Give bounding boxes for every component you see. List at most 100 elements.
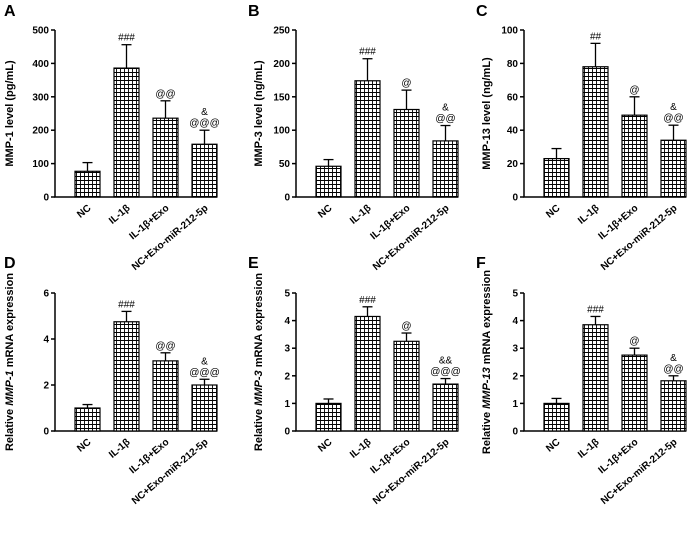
y-tick-label: 200 bbox=[273, 59, 290, 70]
bar bbox=[152, 117, 179, 198]
y-tick-label: 250 bbox=[273, 26, 290, 37]
x-category-label: NC+Exo-miR-212-5p bbox=[371, 203, 452, 273]
bar bbox=[582, 324, 609, 432]
y-axis-label-gene: MMP-3 bbox=[253, 370, 265, 405]
y-tick-label: 2 bbox=[512, 371, 518, 382]
y-tick-label: 0 bbox=[284, 427, 290, 438]
y-tick-label: 40 bbox=[507, 126, 519, 137]
chart-panel-a: A 0 100 200 300 400 500 MMP-1 level (pg/mL) NC ##… bbox=[4, 3, 220, 273]
significance-label: ### bbox=[359, 295, 376, 306]
bar bbox=[354, 315, 381, 432]
y-tick-label: 4 bbox=[43, 335, 49, 346]
y-tick-label: 3 bbox=[284, 344, 290, 355]
bar bbox=[354, 80, 381, 198]
bar bbox=[393, 340, 420, 432]
y-tick-label: 4 bbox=[512, 316, 518, 327]
x-category-label: NC bbox=[75, 203, 93, 221]
significance-label: @@ bbox=[663, 364, 683, 375]
y-axis-label: MMP-1 level (pg/mL) bbox=[4, 60, 16, 167]
y-tick-label: 3 bbox=[512, 344, 518, 355]
bar bbox=[74, 170, 101, 198]
x-category-label: IL-1β bbox=[348, 437, 373, 461]
panel-letter: C bbox=[476, 3, 488, 20]
significance-label: & bbox=[201, 107, 208, 118]
y-axis-label-prefix: Relative bbox=[481, 409, 493, 454]
significance-label: @@ bbox=[155, 341, 175, 352]
y-tick-label: 4 bbox=[284, 316, 290, 327]
y-axis-label-gene: MMP-13 bbox=[481, 367, 493, 409]
y-tick-label: 200 bbox=[32, 126, 49, 137]
significance-label: @@@ bbox=[430, 367, 460, 378]
y-tick-label: 60 bbox=[507, 92, 519, 103]
panel-letter: B bbox=[248, 3, 260, 20]
chart-panel-d: D 0 2 4 6 Relative MMP-1 mRNA expression NC ###… bbox=[4, 255, 220, 507]
x-category-label: NC bbox=[316, 203, 334, 221]
y-axis-label-suffix: mRNA expression bbox=[4, 273, 16, 371]
bar bbox=[543, 402, 570, 432]
y-axis-label-prefix: Relative bbox=[253, 406, 265, 451]
y-tick-label: 100 bbox=[32, 159, 49, 170]
x-category-label: NC bbox=[75, 437, 93, 455]
y-tick-label: 1 bbox=[512, 399, 518, 410]
bar bbox=[191, 384, 218, 432]
bar bbox=[191, 143, 218, 198]
x-category-label: NC+Exo-miR-212-5p bbox=[130, 437, 211, 507]
significance-label: ## bbox=[590, 31, 602, 42]
significance-label: & bbox=[670, 353, 677, 364]
bar bbox=[113, 67, 140, 198]
chart-panel-e: E 0 1 2 3 4 5 Relative MMP-3 mRNA expression NC #… bbox=[248, 255, 461, 507]
significance-label: & bbox=[670, 102, 677, 113]
y-tick-label: 2 bbox=[43, 381, 49, 392]
x-category-label: IL-1β bbox=[348, 203, 373, 227]
y-axis-label: Relative MMP-3 mRNA expression bbox=[253, 273, 265, 451]
x-category-label: NC bbox=[316, 437, 334, 455]
bar bbox=[74, 407, 101, 432]
significance-label: & bbox=[442, 103, 449, 114]
significance-label: @@ bbox=[663, 113, 683, 124]
y-axis-label-suffix: mRNA expression bbox=[481, 270, 493, 368]
y-axis-label-suffix: mRNA expression bbox=[253, 273, 265, 371]
bar bbox=[393, 108, 420, 198]
y-tick-label: 80 bbox=[507, 59, 519, 70]
y-tick-label: 20 bbox=[507, 159, 519, 170]
significance-label: @@ bbox=[435, 114, 455, 125]
y-tick-label: 0 bbox=[512, 427, 518, 438]
y-axis-label: Relative MMP-13 mRNA expression bbox=[481, 270, 493, 454]
y-axis-label-prefix: Relative bbox=[4, 406, 16, 451]
panel-letter: A bbox=[4, 3, 16, 20]
bar bbox=[315, 402, 342, 432]
y-tick-label: 1 bbox=[284, 399, 290, 410]
bar bbox=[152, 360, 179, 432]
y-axis-label: MMP-13 level (ng/mL) bbox=[481, 57, 493, 170]
significance-label: @ bbox=[401, 321, 411, 332]
significance-label: @@@ bbox=[189, 367, 219, 378]
significance-label: ### bbox=[118, 33, 135, 44]
bar bbox=[432, 383, 459, 432]
y-axis-label: Relative MMP-1 mRNA expression bbox=[4, 273, 16, 451]
y-tick-label: 0 bbox=[284, 193, 290, 204]
significance-label: & bbox=[201, 356, 208, 367]
x-category-label: NC+Exo-miR-212-5p bbox=[599, 203, 680, 273]
significance-label: @ bbox=[629, 85, 639, 96]
significance-label: ### bbox=[118, 299, 135, 310]
y-tick-label: 0 bbox=[512, 193, 518, 204]
bar bbox=[660, 380, 687, 432]
y-tick-label: 5 bbox=[512, 289, 518, 300]
y-axis-label: MMP-3 level (ng/mL) bbox=[253, 60, 265, 167]
panel-letter: F bbox=[476, 255, 486, 272]
significance-label: ### bbox=[359, 47, 376, 58]
x-category-label: NC+Exo-miR-212-5p bbox=[599, 437, 680, 507]
chart-panel-c: C 0 20 40 60 80 100 MMP-13 level (ng/mL) NC ## IL-… bbox=[476, 3, 687, 273]
panel-letter: D bbox=[4, 255, 16, 272]
x-category-label: IL-1β bbox=[576, 203, 601, 227]
bar bbox=[543, 157, 570, 198]
bar bbox=[113, 321, 140, 432]
y-tick-label: 150 bbox=[273, 92, 290, 103]
y-tick-label: 500 bbox=[32, 26, 49, 37]
panel-letter: E bbox=[248, 255, 259, 272]
x-category-label: NC bbox=[544, 203, 562, 221]
y-tick-label: 5 bbox=[284, 289, 290, 300]
significance-label: @ bbox=[629, 336, 639, 347]
significance-label: @@@ bbox=[189, 118, 219, 129]
